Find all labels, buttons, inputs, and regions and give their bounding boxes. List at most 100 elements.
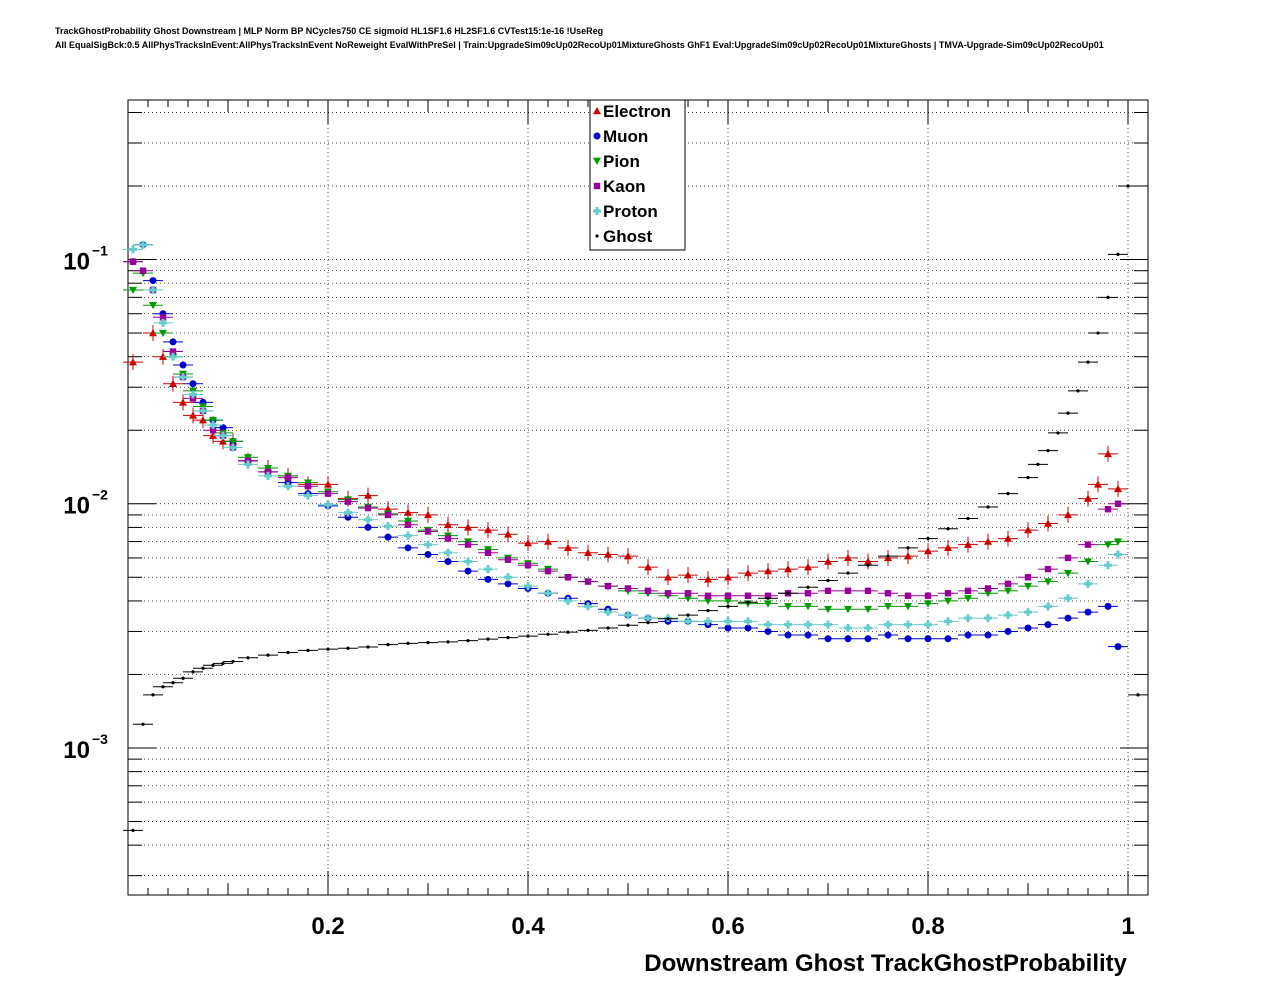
- data-point: [778, 620, 798, 629]
- data-point: [898, 546, 918, 550]
- data-point: [358, 504, 378, 512]
- data-point: [278, 482, 298, 491]
- point-marker: [806, 585, 810, 589]
- point-marker: [219, 431, 227, 440]
- point-marker: [266, 653, 270, 657]
- data-point: [358, 515, 378, 524]
- point-marker: [244, 460, 252, 469]
- point-marker: [1126, 184, 1130, 188]
- data-point: [153, 318, 173, 327]
- legend-marker: [593, 107, 601, 115]
- series-pion: [123, 269, 1128, 614]
- point-marker: [211, 663, 215, 667]
- point-marker: [704, 597, 712, 605]
- axis-ticks: [128, 100, 1149, 895]
- point-marker: [246, 656, 250, 660]
- data-point: [718, 569, 738, 586]
- point-marker: [129, 358, 137, 366]
- data-point: [738, 592, 758, 599]
- data-point: [578, 602, 598, 611]
- point-marker: [464, 541, 472, 548]
- point-marker: [964, 587, 972, 595]
- legend-label: Kaon: [603, 177, 646, 196]
- point-marker: [804, 603, 812, 611]
- point-marker: [606, 626, 610, 630]
- point-marker: [344, 508, 352, 517]
- point-marker: [506, 636, 510, 640]
- data-point: [658, 617, 678, 621]
- data-point: [678, 613, 698, 617]
- series-ghost: [123, 184, 1148, 832]
- point-marker: [364, 515, 372, 524]
- data-point: [538, 589, 558, 598]
- data-point: [958, 631, 978, 639]
- series-proton: [123, 240, 1128, 632]
- data-point: [1058, 569, 1078, 578]
- data-point: [1108, 550, 1128, 559]
- data-point: [858, 623, 878, 632]
- point-marker: [1004, 580, 1012, 588]
- data-point: [1088, 331, 1108, 335]
- point-marker: [366, 645, 370, 649]
- data-point: [598, 608, 618, 617]
- data-point: [1058, 614, 1078, 622]
- x-tick-label: 0.6: [711, 913, 744, 940]
- point-marker: [129, 286, 137, 295]
- point-marker: [424, 528, 432, 535]
- point-marker: [904, 552, 912, 560]
- point-marker: [344, 513, 352, 521]
- point-marker: [604, 550, 612, 558]
- point-marker: [1046, 449, 1050, 453]
- data-point: [818, 587, 838, 595]
- point-marker: [159, 318, 167, 327]
- data-point: [918, 592, 938, 599]
- point-marker: [1064, 554, 1072, 562]
- data-point: [558, 539, 578, 556]
- data-point: [173, 361, 193, 369]
- data-point: [458, 639, 478, 643]
- data-point: [1038, 515, 1058, 532]
- point-marker: [844, 605, 852, 614]
- data-point: [1078, 579, 1098, 588]
- point-marker: [764, 627, 772, 635]
- data-point: [398, 521, 418, 528]
- data-point: [183, 380, 203, 388]
- point-marker: [924, 635, 932, 643]
- data-point: [478, 575, 498, 583]
- data-point: [183, 407, 203, 424]
- point-marker: [964, 540, 972, 548]
- point-marker: [844, 623, 852, 632]
- data-point: [173, 373, 193, 382]
- point-marker: [1024, 624, 1032, 632]
- point-marker: [884, 590, 892, 597]
- data-point: [818, 635, 838, 643]
- point-marker: [924, 547, 932, 555]
- chart-title-line-2: All EqualSigBck:0.5 AllPhysTracksInEvent…: [55, 40, 1104, 50]
- point-marker: [1044, 578, 1052, 586]
- point-marker: [181, 676, 185, 680]
- point-marker: [344, 498, 352, 505]
- data-point: [898, 635, 918, 643]
- data-point: [1058, 554, 1078, 562]
- legend-item-pion: Pion: [593, 152, 640, 171]
- point-marker: [604, 608, 612, 617]
- y-tick-label: 10: [63, 737, 90, 764]
- point-marker: [624, 585, 632, 592]
- data-point: [718, 624, 738, 632]
- data-point: [278, 474, 298, 481]
- data-point: [798, 603, 818, 611]
- data-point: [1058, 594, 1078, 603]
- data-point: [1078, 360, 1098, 364]
- point-marker: [784, 620, 792, 629]
- point-marker: [484, 565, 492, 574]
- data-point: [1078, 490, 1098, 507]
- data-point: [378, 522, 398, 531]
- data-point: [478, 565, 498, 574]
- point-marker: [706, 609, 710, 613]
- point-marker: [171, 681, 175, 685]
- data-point: [898, 548, 918, 565]
- point-marker: [864, 557, 872, 565]
- point-marker: [626, 623, 630, 627]
- point-marker: [346, 646, 350, 650]
- point-marker: [744, 624, 752, 632]
